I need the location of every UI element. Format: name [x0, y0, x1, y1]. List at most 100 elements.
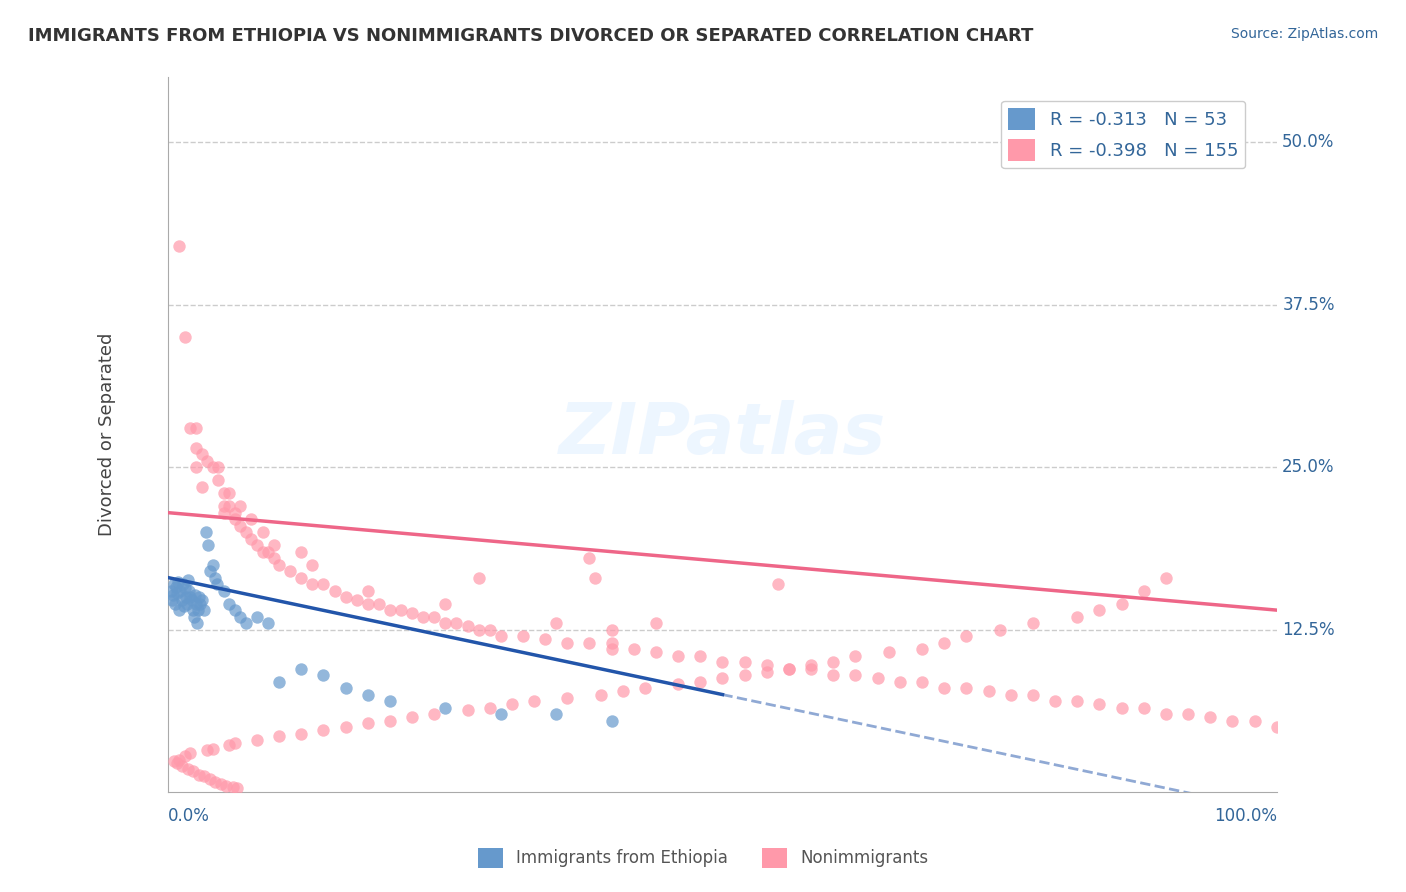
Point [176, 597, 198, 611]
Point [583, 571, 606, 585]
Point [335, 590, 357, 604]
Point [193, 603, 215, 617]
Point [190, 480, 212, 494]
Point [1088, 603, 1111, 617]
Point [734, 655, 756, 669]
Point [755, 665, 778, 680]
Point [194, 525, 217, 540]
Point [221, 780, 243, 794]
Point [357, 716, 380, 731]
Point [190, 597, 212, 611]
Point [1265, 720, 1288, 734]
Point [174, 330, 197, 344]
Point [955, 681, 977, 695]
Point [166, 756, 188, 771]
Point [911, 642, 934, 657]
Point [977, 683, 1000, 698]
Point [600, 642, 623, 657]
Point [246, 538, 269, 552]
Point [162, 588, 184, 602]
Point [489, 629, 512, 643]
Point [290, 726, 312, 740]
Point [159, 583, 181, 598]
Point [207, 460, 229, 475]
Point [1066, 609, 1088, 624]
Point [226, 781, 249, 796]
Point [434, 700, 457, 714]
Point [166, 586, 188, 600]
Point [766, 577, 789, 591]
Point [434, 597, 457, 611]
Point [1154, 707, 1177, 722]
Point [263, 551, 285, 566]
Point [666, 648, 689, 663]
Point [188, 590, 211, 604]
Point [190, 592, 212, 607]
Point [170, 759, 193, 773]
Point [252, 544, 274, 558]
Point [177, 762, 200, 776]
Point [634, 681, 657, 695]
Point [645, 616, 668, 631]
Point [224, 512, 246, 526]
Point [689, 674, 711, 689]
Point [578, 635, 600, 649]
Point [1111, 700, 1133, 714]
Point [457, 618, 479, 632]
Point [423, 707, 446, 722]
Point [215, 779, 238, 793]
Point [205, 577, 228, 591]
Point [555, 635, 578, 649]
Point [181, 603, 204, 617]
Point [378, 714, 401, 728]
Point [235, 616, 257, 631]
Point [167, 574, 190, 589]
Point [218, 486, 240, 500]
Point [252, 525, 274, 540]
Point [165, 580, 187, 594]
Point [844, 668, 866, 682]
Point [446, 616, 468, 631]
Point [174, 748, 197, 763]
Point [183, 609, 205, 624]
Legend: Immigrants from Ethiopia, Nonimmigrants: Immigrants from Ethiopia, Nonimmigrants [471, 841, 935, 875]
Point [988, 623, 1011, 637]
Point [911, 674, 934, 689]
Point [401, 709, 423, 723]
Point [467, 623, 489, 637]
Point [184, 441, 207, 455]
Point [1220, 714, 1243, 728]
Point [224, 736, 246, 750]
Point [240, 532, 263, 546]
Point [229, 499, 252, 513]
Point [263, 538, 285, 552]
Point [174, 581, 197, 595]
Point [235, 525, 257, 540]
Point [163, 577, 186, 591]
Point [211, 777, 233, 791]
Point [184, 597, 207, 611]
Point [184, 588, 207, 602]
Point [335, 681, 357, 695]
Point [246, 609, 269, 624]
Point [800, 657, 823, 672]
Point [335, 720, 357, 734]
Point [778, 662, 800, 676]
Point [193, 769, 215, 783]
Point [187, 603, 209, 617]
Point [290, 662, 312, 676]
Point [1022, 616, 1045, 631]
Point [181, 764, 204, 779]
Point [312, 723, 335, 737]
Point [623, 642, 645, 657]
Point [434, 616, 457, 631]
Point [423, 609, 446, 624]
Point [200, 772, 222, 786]
Point [312, 577, 335, 591]
Point [201, 742, 224, 756]
Text: 12.5%: 12.5% [1282, 621, 1334, 639]
Point [512, 629, 534, 643]
Point [1000, 688, 1022, 702]
Point [589, 688, 612, 702]
Point [357, 597, 380, 611]
